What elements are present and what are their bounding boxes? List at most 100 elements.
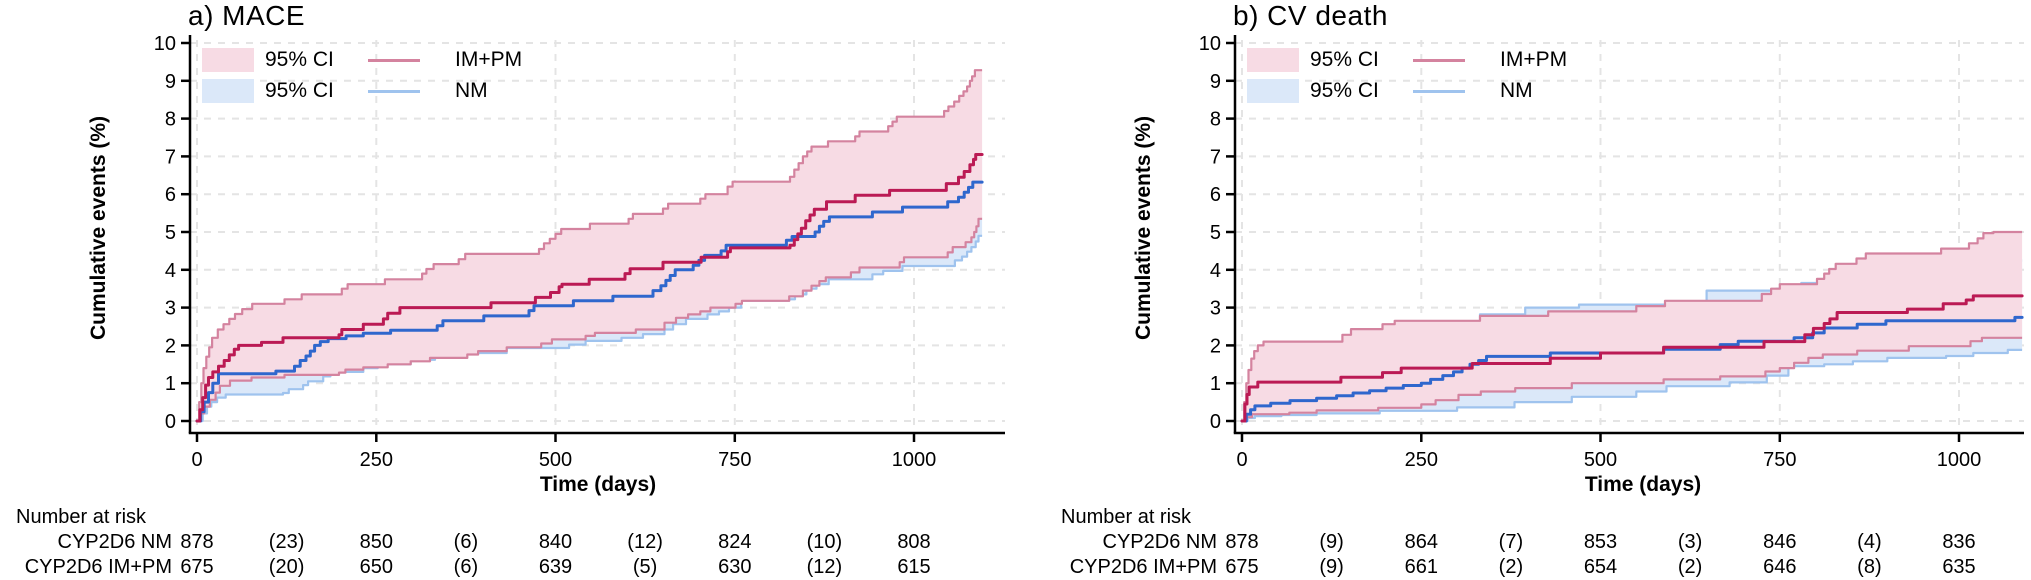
ci-pink-swatch [1247,48,1299,72]
legend-label-ci-impm: 95% CI [265,48,334,71]
risk-value: (12) [627,531,663,553]
risk-value: 850 [359,531,393,553]
legend-line-nm [368,90,420,93]
ci-upper-bound [1242,230,2023,423]
risk-value: (7) [1498,531,1524,553]
risk-value: (6) [453,556,479,578]
ci-lower-bound [1242,336,2023,423]
y-tick-label: 8 [165,109,176,131]
ci-blue-swatch [202,79,254,103]
x-axis-label-a: Time (days) [539,473,657,496]
risk-value: (9) [1319,531,1344,553]
y-axis-label-b: Cumulative events (%) [1132,115,1155,341]
risk-value: 675 [1225,556,1259,578]
legend-label-ci-nm: 95% CI [265,79,334,102]
risk-value: 639 [538,556,573,578]
x-tick-label: 500 [1584,449,1617,471]
panel-title-a: a) MACE [188,0,306,31]
risk-value: (6) [453,531,479,553]
risk-value: (12) [806,556,843,578]
y-tick-label: 1 [165,373,176,395]
nm-curve [195,180,984,423]
risk-value: (3) [1677,531,1703,553]
risk-table-header-b: Number at risk [1061,506,1192,528]
ci-pink-swatch [202,48,254,72]
ci-lower-bound [197,217,983,423]
risk-row-label-nm-b: CYP2D6 NM [1102,531,1217,553]
y-tick-label: 0 [1210,411,1221,433]
x-tick-label: 0 [191,449,202,471]
y-tick-label: 7 [165,146,176,168]
risk-value: 878 [180,531,214,553]
risk-value: (23) [268,531,305,553]
legend-label-impm: IM+PM [1500,48,1568,71]
risk-value: 824 [718,531,752,553]
x-tick-label: 0 [1236,449,1247,471]
y-tick-label: 2 [165,335,176,357]
risk-value: 630 [718,556,752,578]
y-tick-label: 7 [1210,146,1221,168]
y-tick-label: 3 [1210,298,1221,320]
risk-value: 808 [897,531,931,553]
legend-line-nm [1413,90,1465,93]
risk-table-header-a: Number at risk [16,506,147,528]
x-tick-label: 500 [539,449,572,471]
x-tick-label: 250 [1405,449,1438,471]
y-tick-label: 9 [1210,71,1221,93]
y-tick-label: 10 [1199,33,1221,55]
impm-curve [1240,294,2024,423]
risk-value: 615 [897,556,931,578]
legend-line-impm [368,59,420,62]
risk-value: (2) [1677,556,1703,578]
risk-value: 661 [1404,556,1438,578]
ci-upper-bound [197,69,983,423]
risk-value: 878 [1225,531,1259,553]
risk-value: (9) [1319,556,1344,578]
impm-ci-band [1242,232,2023,421]
risk-value: 836 [1942,531,1976,553]
risk-value: 675 [180,556,214,578]
ci-lower-bound [1242,348,2023,423]
risk-value: (5) [632,556,658,578]
risk-value: (20) [268,556,305,578]
risk-value: 650 [359,556,393,578]
impm-ci-band [197,70,983,421]
x-axis-label-b: Time (days) [1584,473,1702,496]
y-tick-label: 1 [1210,373,1221,395]
risk-row-label-nm-a: CYP2D6 NM [57,531,172,553]
plot-svg-b: 0 1 2 3 4 5 6 7 8 9 10 0 250 500 750 1000 [1199,33,2024,471]
y-tick-label: 6 [1210,184,1221,206]
y-tick-label: 6 [165,184,176,206]
x-tick-label: 1000 [1937,449,1982,471]
y-tick-label: 4 [165,260,176,282]
y-axis-label-a: Cumulative events (%) [87,115,110,341]
legend-line-impm [1413,59,1465,62]
legend-label-ci-nm: 95% CI [1310,79,1379,102]
x-tick-label: 1000 [892,449,937,471]
x-tick-label: 750 [718,449,751,471]
risk-value: (8) [1857,556,1882,578]
risk-value: (2) [1498,556,1524,578]
x-tick-label: 250 [360,449,393,471]
y-tick-label: 2 [1210,335,1221,357]
y-tick-label: 4 [1210,260,1221,282]
plot-svg-a: 0 1 2 3 4 5 6 7 8 9 10 0 250 500 750 1000 [154,33,1005,471]
risk-value: 654 [1583,556,1618,578]
y-tick-label: 3 [165,298,176,320]
ci-blue-swatch [1247,79,1299,103]
legend-label-impm: IM+PM [455,48,523,71]
panel-cv-death: 0 1 2 3 4 5 6 7 8 9 10 0 250 500 750 1000 b) CV death C… [1045,0,2031,580]
risk-row-label-impm-b: CYP2D6 IM+PM [1069,556,1217,578]
y-tick-label: 5 [1210,222,1221,244]
risk-value: (4) [1857,531,1882,553]
legend-label-nm: NM [455,79,488,102]
impm-curve [195,153,984,423]
legend-label-ci-impm: 95% CI [1310,48,1379,71]
y-tick-label: 10 [154,33,176,55]
y-tick-label: 0 [165,411,176,433]
risk-value: 853 [1583,531,1618,553]
risk-value: 864 [1404,531,1438,553]
risk-value: 646 [1763,556,1797,578]
panel-mace: 0 1 2 3 4 5 6 7 8 9 10 0 250 500 750 1000 a) MACE Cumul… [0,0,1015,580]
x-tick-label: 750 [1763,449,1796,471]
